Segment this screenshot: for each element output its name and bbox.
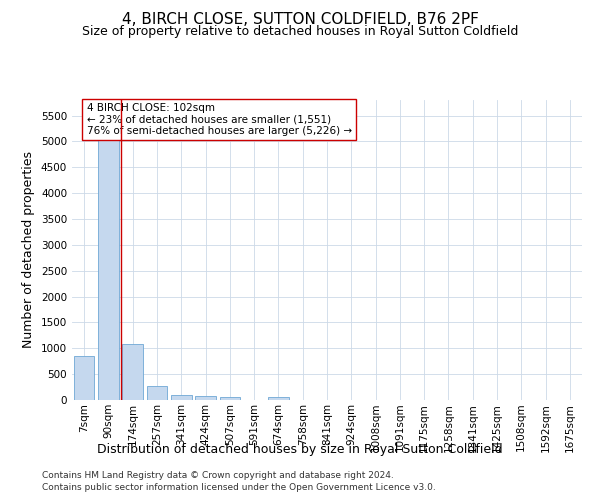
Text: Size of property relative to detached houses in Royal Sutton Coldfield: Size of property relative to detached ho… [82, 25, 518, 38]
Text: Distribution of detached houses by size in Royal Sutton Coldfield: Distribution of detached houses by size … [97, 442, 503, 456]
Bar [268, 396, 289, 400]
Bar [171, 396, 191, 400]
Text: 4 BIRCH CLOSE: 102sqm
← 23% of detached houses are smaller (1,551)
76% of semi-d: 4 BIRCH CLOSE: 102sqm ← 23% of detached … [86, 103, 352, 136]
Bar [220, 397, 240, 400]
Y-axis label: Number of detached properties: Number of detached properties [22, 152, 35, 348]
Bar [98, 116, 119, 400]
Bar [146, 386, 167, 400]
Bar [74, 356, 94, 400]
Text: Contains public sector information licensed under the Open Government Licence v3: Contains public sector information licen… [42, 484, 436, 492]
Text: 4, BIRCH CLOSE, SUTTON COLDFIELD, B76 2PF: 4, BIRCH CLOSE, SUTTON COLDFIELD, B76 2P… [122, 12, 478, 28]
Text: Contains HM Land Registry data © Crown copyright and database right 2024.: Contains HM Land Registry data © Crown c… [42, 471, 394, 480]
Bar [122, 344, 143, 400]
Bar [195, 396, 216, 400]
